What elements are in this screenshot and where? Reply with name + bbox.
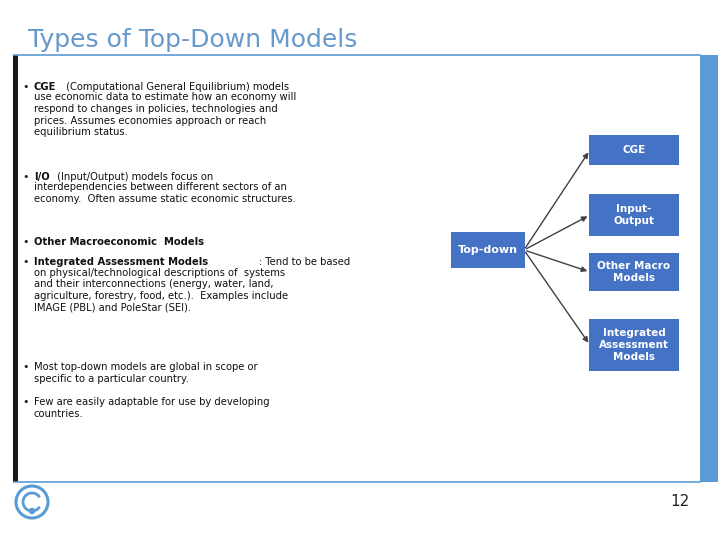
Text: •: •	[22, 362, 29, 372]
Text: •: •	[22, 397, 29, 407]
FancyBboxPatch shape	[589, 194, 679, 236]
FancyBboxPatch shape	[13, 55, 18, 482]
Text: Input-
Output: Input- Output	[613, 204, 654, 226]
Text: •: •	[22, 172, 29, 182]
Text: Few are easily adaptable for use by developing
countries.: Few are easily adaptable for use by deve…	[34, 397, 269, 418]
Text: I/O: I/O	[34, 172, 50, 182]
Text: 12: 12	[671, 495, 690, 510]
Text: Integrated Assessment Models: Integrated Assessment Models	[34, 257, 208, 267]
Text: interdependencies between different sectors of an
economy.  Often assume static : interdependencies between different sect…	[34, 183, 296, 204]
Text: •: •	[22, 257, 29, 267]
Text: on physical/technological descriptions of  systems
and their interconnections (e: on physical/technological descriptions o…	[34, 267, 288, 312]
Text: •: •	[22, 82, 29, 92]
Text: CGE: CGE	[34, 82, 56, 92]
Text: •: •	[22, 237, 29, 247]
Text: Types of Top-Down Models: Types of Top-Down Models	[28, 28, 357, 52]
Text: (Computational General Equilibrium) models: (Computational General Equilibrium) mode…	[63, 82, 289, 92]
Text: Most top-down models are global in scope or
specific to a particular country.: Most top-down models are global in scope…	[34, 362, 258, 383]
FancyBboxPatch shape	[589, 253, 679, 291]
Text: Top-down: Top-down	[458, 245, 518, 255]
Text: use economic data to estimate how an economy will
respond to changes in policies: use economic data to estimate how an eco…	[34, 92, 296, 137]
Text: Integrated
Assessment
Models: Integrated Assessment Models	[599, 328, 669, 362]
FancyBboxPatch shape	[589, 319, 679, 371]
Text: (Input/Output) models focus on: (Input/Output) models focus on	[54, 172, 214, 182]
Circle shape	[30, 509, 35, 514]
Text: Other Macro
Models: Other Macro Models	[598, 261, 670, 283]
Text: CGE: CGE	[622, 145, 646, 155]
FancyBboxPatch shape	[700, 55, 718, 482]
Text: : Tend to be based: : Tend to be based	[258, 257, 350, 267]
FancyBboxPatch shape	[451, 232, 525, 268]
FancyBboxPatch shape	[589, 135, 679, 165]
Text: Other Macroeconomic  Models: Other Macroeconomic Models	[34, 237, 204, 247]
